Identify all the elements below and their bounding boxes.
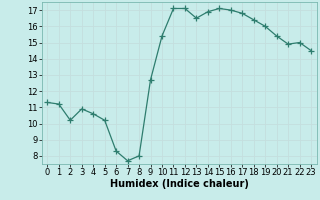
X-axis label: Humidex (Indice chaleur): Humidex (Indice chaleur) bbox=[110, 179, 249, 189]
